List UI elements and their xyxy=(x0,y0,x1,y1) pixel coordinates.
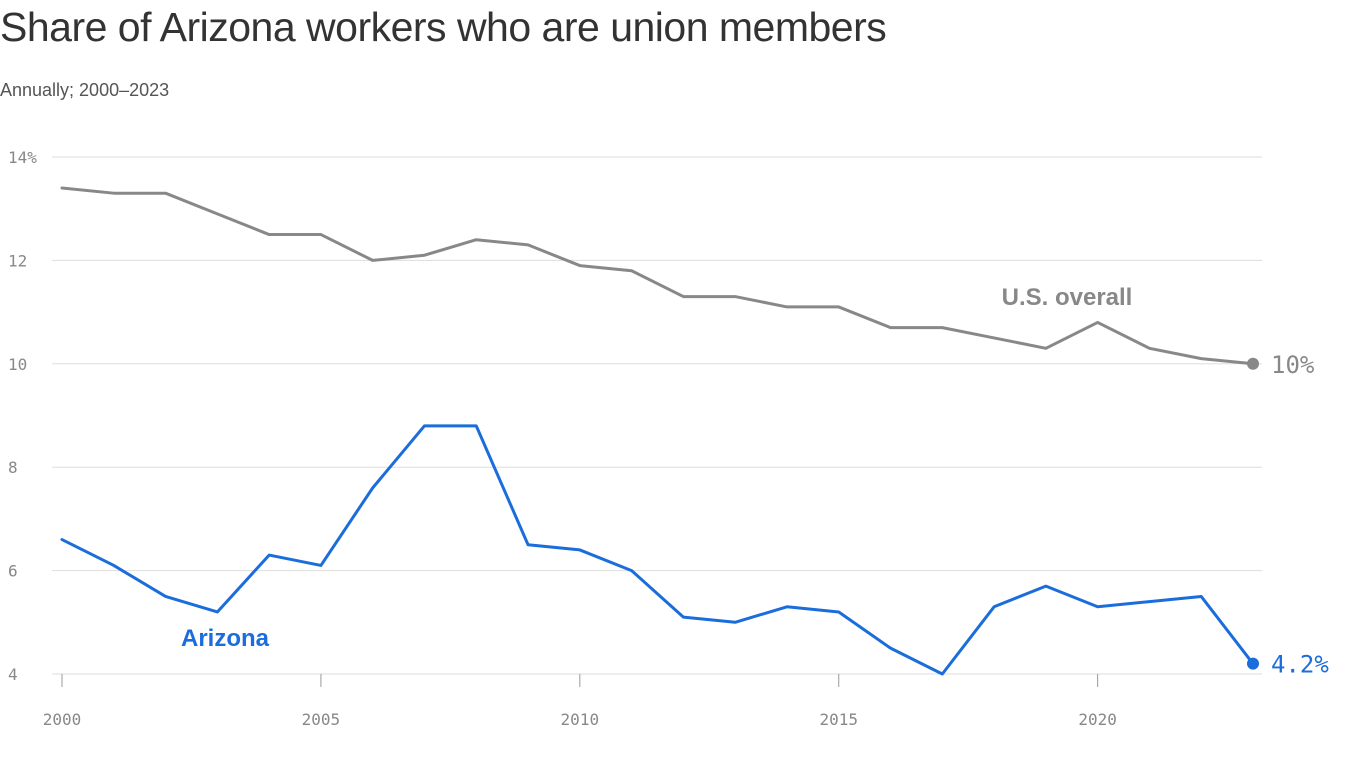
x-tick-label: 2015 xyxy=(819,710,858,729)
series-name-label: Arizona xyxy=(181,625,270,652)
y-tick-label: 4 xyxy=(8,665,18,684)
grid-lines xyxy=(52,156,1262,675)
y-tick-label: 14% xyxy=(8,148,37,167)
series-lines xyxy=(60,186,1259,676)
chart-title: Share of Arizona workers who are union m… xyxy=(0,4,887,50)
series-end-point xyxy=(1247,657,1259,670)
series-end-value-label: 4.2% xyxy=(1271,651,1329,679)
x-tick-label: 2010 xyxy=(561,710,600,729)
series-line-us-overall xyxy=(60,186,1255,366)
series-line-arizona xyxy=(60,424,1255,676)
y-tick-label: 8 xyxy=(8,458,18,477)
x-axis-ticks: 2000 2005 2010 2015 2020 xyxy=(43,674,1117,729)
series-name-label: U.S. overall xyxy=(1002,284,1133,311)
y-tick-label: 12 xyxy=(8,251,27,270)
x-tick-label: 2020 xyxy=(1078,710,1117,729)
y-axis-ticks: 4 6 8 10 12 14% xyxy=(8,148,37,684)
y-tick-label: 10 xyxy=(8,355,27,374)
series-end-point xyxy=(1247,357,1259,370)
chart-subtitle: Annually; 2000–2023 xyxy=(0,80,170,100)
y-tick-label: 6 xyxy=(8,562,18,581)
series-end-value-label: 10% xyxy=(1271,351,1315,379)
series-labels: 10% U.S. overall 4.2% Arizona xyxy=(181,284,1329,679)
x-tick-label: 2005 xyxy=(302,710,341,729)
x-tick-label: 2000 xyxy=(43,710,82,729)
